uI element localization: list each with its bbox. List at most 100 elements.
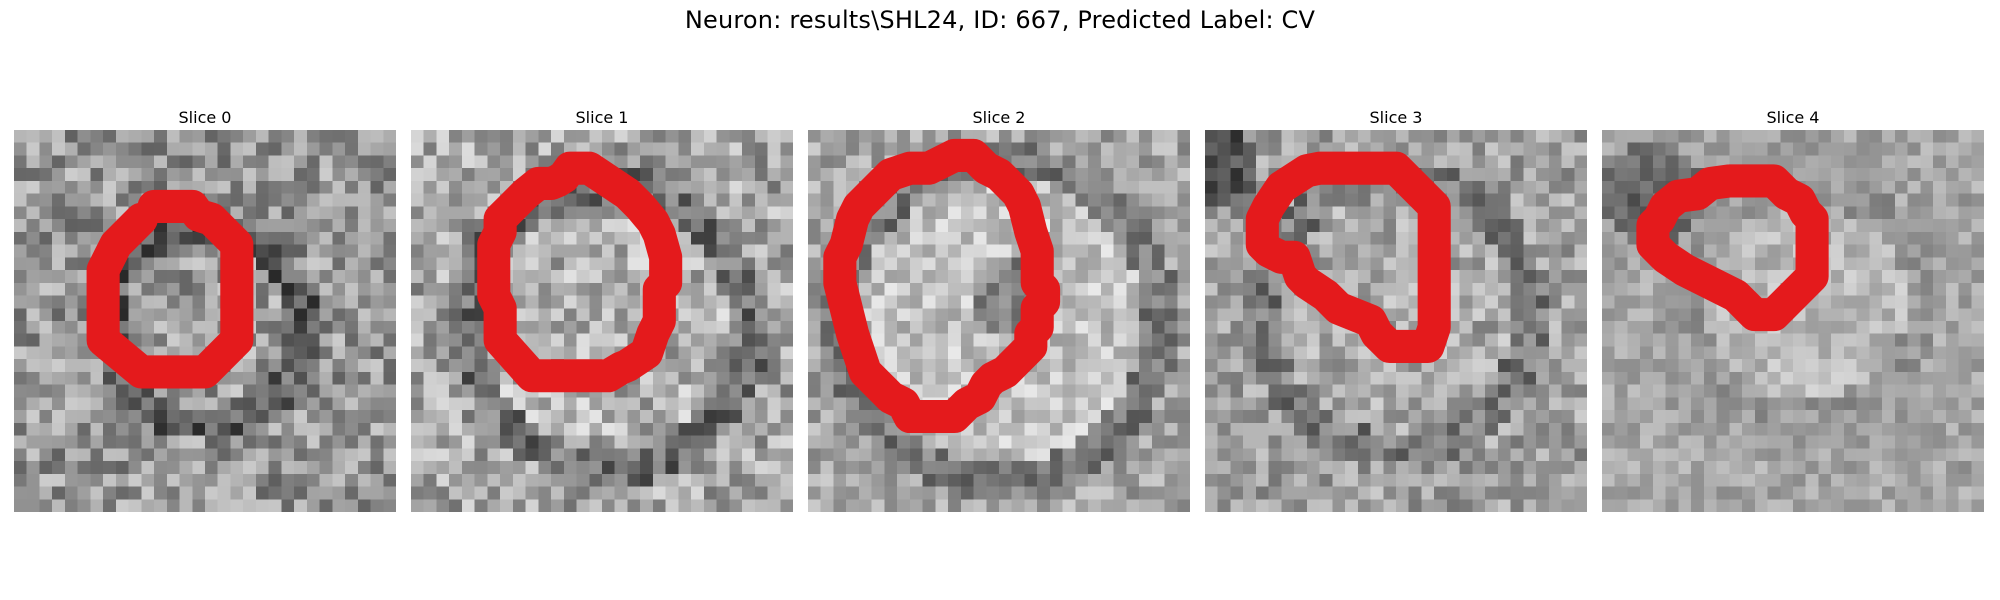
pixel <box>474 180 488 194</box>
pixel <box>1907 155 1921 169</box>
pixel <box>1319 461 1333 475</box>
pixel <box>255 231 269 245</box>
pixel <box>154 499 168 512</box>
pixel <box>1548 461 1562 475</box>
pixel <box>332 282 346 296</box>
pixel <box>1548 257 1562 271</box>
pixel <box>1614 410 1628 424</box>
pixel <box>52 308 66 322</box>
pixel <box>1640 422 1654 436</box>
pixel <box>1357 371 1371 385</box>
pixel <box>1408 397 1422 411</box>
pixel <box>1177 384 1190 398</box>
pixel <box>1306 193 1320 207</box>
pixel <box>1652 359 1666 373</box>
pixel <box>1805 422 1819 436</box>
pixel <box>1294 397 1308 411</box>
pixel <box>1894 397 1908 411</box>
pixel <box>754 155 768 169</box>
pixel <box>960 295 974 309</box>
pixel <box>205 130 218 143</box>
pixel-grid-0 <box>14 130 396 512</box>
pixel <box>1703 461 1717 475</box>
pixel <box>64 410 78 424</box>
pixel <box>411 308 424 322</box>
pixel <box>1716 206 1730 220</box>
pixel <box>1255 499 1269 512</box>
pixel <box>729 180 743 194</box>
pixel <box>767 346 781 360</box>
pixel <box>1945 308 1959 322</box>
pixel <box>1780 397 1794 411</box>
pixel <box>780 435 793 449</box>
pixel <box>948 231 962 245</box>
pixel <box>754 397 768 411</box>
pixel <box>1268 333 1282 347</box>
pixel <box>1856 321 1870 334</box>
pixel <box>1882 193 1896 207</box>
pixel <box>357 321 371 334</box>
pixel <box>1446 371 1460 385</box>
pixel <box>538 410 552 424</box>
pixel <box>1958 333 1972 347</box>
pixel <box>281 244 295 258</box>
pixel <box>192 231 206 245</box>
pixel <box>602 321 615 334</box>
pixel <box>1497 499 1511 512</box>
pixel <box>14 333 27 347</box>
pixel <box>897 193 911 207</box>
pixel <box>281 295 295 309</box>
pixel <box>1640 384 1654 398</box>
pixel <box>1907 142 1921 156</box>
pixel <box>423 270 437 284</box>
pixel <box>1113 168 1127 182</box>
pixel <box>742 219 756 233</box>
pixel <box>192 397 206 411</box>
pixel <box>742 231 756 245</box>
pixel <box>1574 168 1587 182</box>
pixel <box>39 333 53 347</box>
pixel <box>884 448 898 462</box>
pixel <box>780 384 793 398</box>
pixel <box>1205 308 1218 322</box>
pixel <box>1049 155 1063 169</box>
pixel <box>1958 206 1972 220</box>
pixel <box>423 435 437 449</box>
pixel <box>436 346 450 360</box>
pixel <box>154 142 168 156</box>
pixel <box>897 435 911 449</box>
pixel <box>1281 371 1295 385</box>
pixel <box>1561 270 1575 284</box>
pixel <box>1088 142 1102 156</box>
pixel <box>1907 422 1921 436</box>
pixel <box>370 282 384 296</box>
pixel <box>1230 499 1244 512</box>
pixel <box>1831 231 1845 245</box>
pixel <box>1691 142 1705 156</box>
pixel <box>1614 384 1628 398</box>
pixel <box>1126 346 1140 360</box>
pixel <box>1345 282 1359 296</box>
pixel <box>627 270 641 284</box>
pixel <box>1523 397 1537 411</box>
pixel <box>652 486 666 500</box>
pixel <box>1920 486 1934 500</box>
pixel <box>754 410 768 424</box>
pixel <box>678 155 692 169</box>
pixel <box>1614 473 1628 487</box>
pixel <box>1446 130 1460 143</box>
pixel <box>551 410 565 424</box>
pixel <box>1230 282 1244 296</box>
pixel <box>474 499 488 512</box>
pixel <box>678 231 692 245</box>
pixel <box>716 155 730 169</box>
pixel <box>1075 155 1089 169</box>
pixel <box>294 448 308 462</box>
pixel <box>1742 333 1756 347</box>
pixel <box>1716 371 1730 385</box>
pixel <box>1652 397 1666 411</box>
pixel <box>767 422 781 436</box>
pixel <box>833 371 847 385</box>
pixel <box>26 257 40 271</box>
pixel <box>26 359 40 373</box>
